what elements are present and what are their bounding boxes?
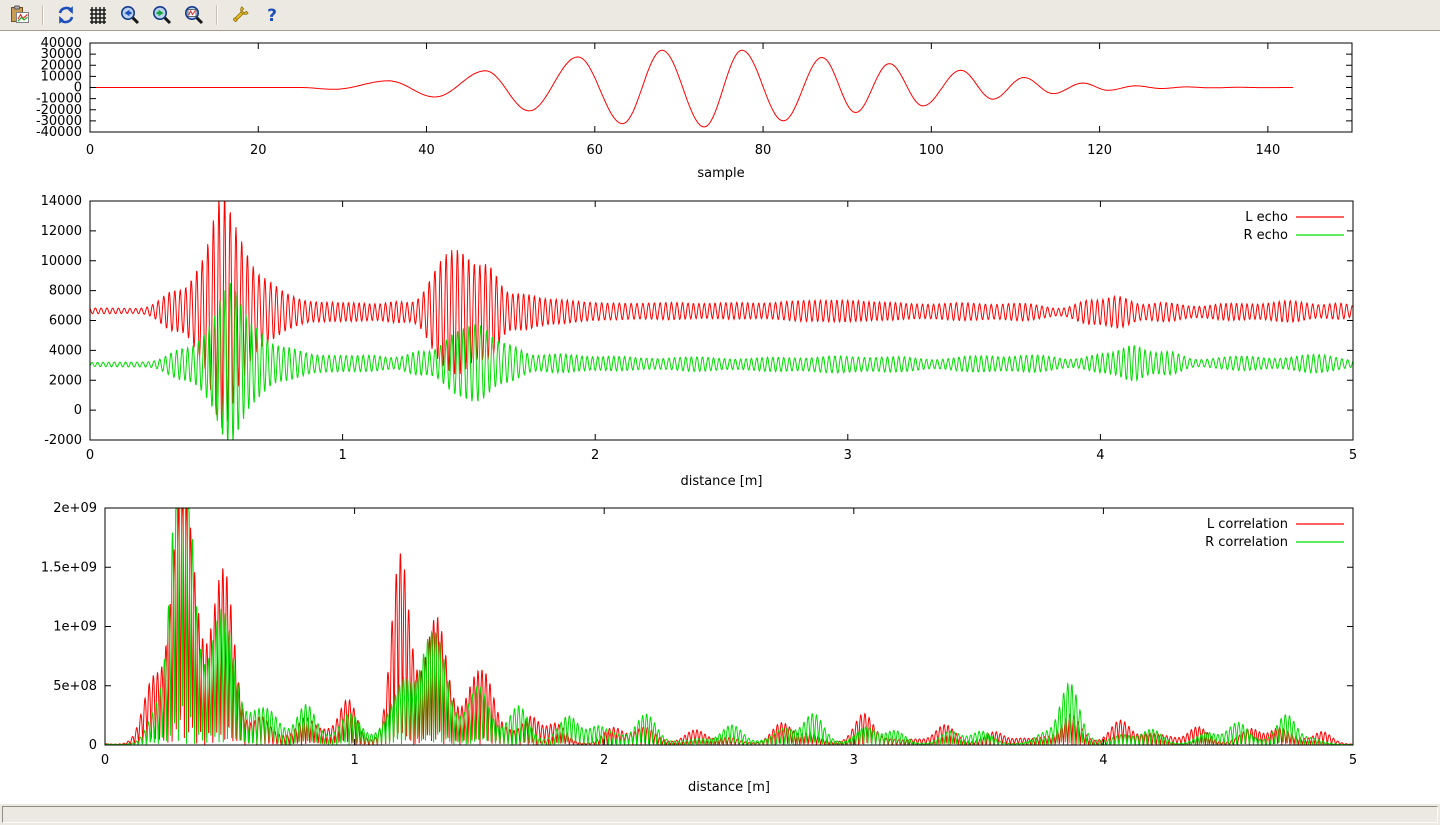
clipboard-plot-icon bbox=[10, 5, 30, 25]
series-r-echo bbox=[90, 283, 1353, 440]
question-mark-icon: ? bbox=[262, 5, 282, 25]
y-tick-label: 10000 bbox=[41, 69, 82, 84]
x-tick-label: 40 bbox=[418, 143, 435, 158]
x-tick-label: 5 bbox=[1349, 448, 1357, 463]
zoom-previous-button[interactable] bbox=[116, 2, 144, 28]
y-tick-label: 2e+09 bbox=[53, 501, 97, 516]
plots-svg: 0 20 40 60 80 100 120 140-40000-30000-20000-100… bbox=[36, 36, 1358, 795]
x-tick-label: 0 bbox=[101, 753, 109, 768]
zoom-next-button[interactable] bbox=[148, 2, 176, 28]
x-axis-label: distance [m] bbox=[688, 780, 770, 795]
toolbar: ? bbox=[0, 0, 1440, 31]
y-tick-label: 40000 bbox=[41, 36, 82, 51]
x-tick-label: 1 bbox=[338, 448, 346, 463]
series-l-echo bbox=[90, 201, 1353, 429]
y-tick-label: 0 bbox=[74, 403, 82, 418]
x-tick-label: 80 bbox=[755, 143, 772, 158]
toolbar-separator bbox=[216, 5, 218, 25]
tick-marks bbox=[104, 507, 1354, 746]
x-tick-label: 5 bbox=[1349, 753, 1357, 768]
status-message bbox=[2, 806, 1438, 823]
y-tick-label: 1.5e+09 bbox=[41, 560, 97, 575]
y-tick-label: -2000 bbox=[44, 433, 82, 448]
chart-2: 0 1 2 3 4 5 -2000 0 2000 4000 6000 8000 10000 12000 14… bbox=[41, 194, 1358, 489]
x-axis-label: sample bbox=[697, 166, 744, 181]
grid-button[interactable] bbox=[84, 2, 112, 28]
plot-area[interactable] bbox=[105, 508, 1353, 745]
y-tick-label: 2000 bbox=[49, 373, 82, 388]
y-tick-label: 10000 bbox=[41, 254, 82, 269]
magnifier-right-arrow-icon bbox=[152, 5, 172, 25]
refresh-icon bbox=[56, 5, 76, 25]
series-r-correlation bbox=[105, 508, 1353, 745]
toolbar-separator bbox=[42, 5, 44, 25]
y-tick-label: 8000 bbox=[49, 284, 82, 299]
magnifier-left-arrow-icon bbox=[120, 5, 140, 25]
x-tick-label: 3 bbox=[850, 753, 858, 768]
x-tick-label: 4 bbox=[1099, 753, 1107, 768]
y-tick-label: 14000 bbox=[41, 194, 82, 209]
series-l-correlation bbox=[105, 508, 1353, 745]
y-tick-label: 12000 bbox=[41, 224, 82, 239]
x-tick-label: 120 bbox=[1087, 143, 1112, 158]
y-tick-label: 0 bbox=[74, 81, 82, 96]
y-tick-label: 30000 bbox=[41, 47, 82, 62]
x-tick-label: 2 bbox=[591, 448, 599, 463]
grid-icon bbox=[88, 5, 108, 25]
x-axis-label: distance [m] bbox=[680, 474, 762, 489]
y-tick-label: -20000 bbox=[36, 103, 82, 118]
x-tick-label: 140 bbox=[1255, 143, 1280, 158]
status-bar bbox=[0, 804, 1440, 825]
x-tick-label: 20 bbox=[250, 143, 267, 158]
tick-marks bbox=[89, 42, 1352, 133]
magnifier-plot-icon bbox=[184, 5, 204, 25]
plot-area[interactable] bbox=[90, 201, 1353, 440]
y-tick-label: 4000 bbox=[49, 343, 82, 358]
legend-label: R correlation bbox=[1205, 535, 1288, 550]
x-tick-label: 0 bbox=[86, 448, 94, 463]
legend-label: R echo bbox=[1243, 228, 1288, 243]
y-tick-label: -40000 bbox=[36, 125, 82, 140]
legend-label: L correlation bbox=[1207, 517, 1288, 532]
y-tick-label: 1e+09 bbox=[53, 620, 97, 635]
replot-button[interactable] bbox=[52, 2, 80, 28]
configure-button[interactable] bbox=[226, 2, 254, 28]
x-tick-label: 3 bbox=[844, 448, 852, 463]
y-tick-label: 5e+08 bbox=[53, 679, 97, 694]
x-tick-label: 0 bbox=[86, 143, 94, 158]
chart-1: 0 20 40 60 80 100 120 140 -40000-30000-20000-100… bbox=[36, 36, 1353, 181]
wrench-icon bbox=[230, 5, 250, 25]
help-button[interactable]: ? bbox=[258, 2, 286, 28]
y-tick-label: 20000 bbox=[41, 58, 82, 73]
x-tick-label: 4 bbox=[1096, 448, 1104, 463]
svg-text:?: ? bbox=[267, 6, 277, 25]
x-tick-label: 100 bbox=[919, 143, 944, 158]
y-tick-label: 6000 bbox=[49, 314, 82, 329]
x-tick-label: 1 bbox=[350, 753, 358, 768]
series-pulse bbox=[90, 49, 1294, 128]
y-tick-label: -10000 bbox=[36, 92, 82, 107]
y-tick-label: 0 bbox=[89, 738, 97, 753]
x-tick-label: 60 bbox=[587, 143, 604, 158]
legend-label: L echo bbox=[1245, 210, 1288, 225]
y-tick-label: -30000 bbox=[36, 114, 82, 129]
zoom-region-button[interactable] bbox=[180, 2, 208, 28]
tick-marks bbox=[89, 200, 1354, 441]
copy-button[interactable] bbox=[6, 2, 34, 28]
plot-canvas[interactable]: 0 20 40 60 80 100 120 140 -40000 -30000 -20000 -100… bbox=[0, 31, 1440, 804]
x-tick-label: 2 bbox=[600, 753, 608, 768]
chart-3: 0 1 2 3 4 5 0 5e+08 1e+09 1.5e+09 2e+09 distance [m… bbox=[41, 501, 1357, 795]
